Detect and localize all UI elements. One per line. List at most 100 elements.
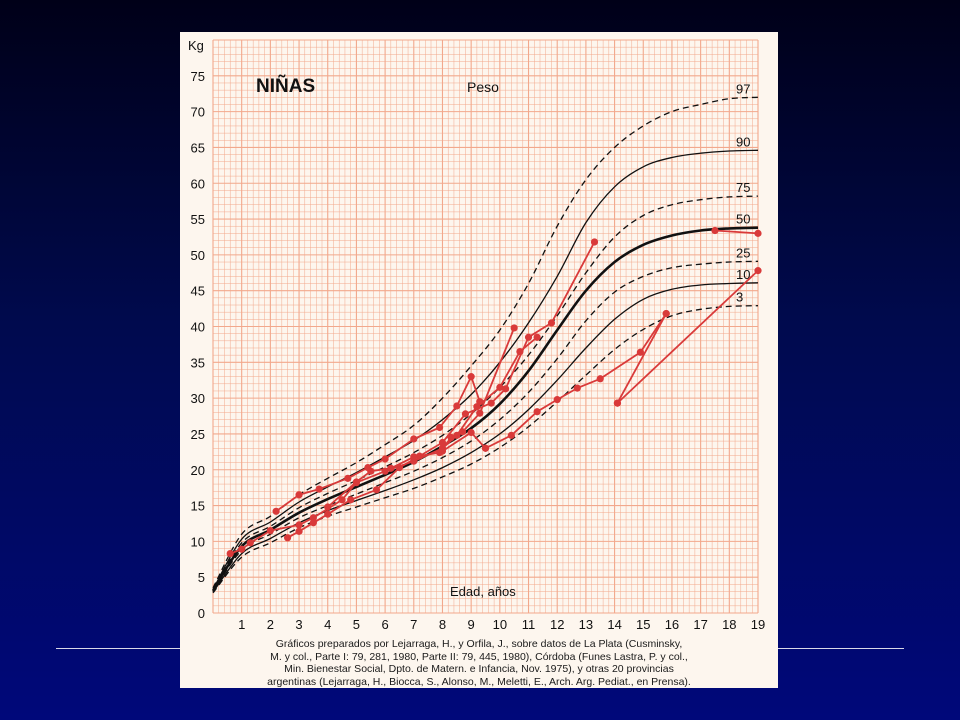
patient-point [447,433,455,442]
x-tick-label: 9 [468,617,475,632]
patient-point [510,324,518,332]
patient-point [662,310,670,318]
chart-title: NIÑAS [256,75,315,97]
x-tick-label: 12 [550,617,564,632]
patient-point [309,519,317,527]
patient-point [372,486,381,494]
y-tick-label: 0 [198,606,205,621]
x-tick-label: 19 [751,617,765,632]
x-tick-label: 10 [493,617,507,632]
patient-point [533,408,541,416]
caption-line: Gráficos preparados por Lejarraga, H., y… [275,638,683,650]
patient-point [324,503,332,511]
percentile-90-line [212,149,759,590]
y-tick-label: 55 [191,212,205,227]
patient-point [501,385,510,393]
percentile-label: 75 [736,180,750,195]
x-tick-label: 5 [353,617,360,632]
percentile-10-line [212,282,759,593]
patient-point [636,348,644,356]
patient-point [553,395,561,404]
caption-line: argentinas (Lejarraga, H., Biocca, S., A… [267,675,691,688]
x-tick-label: 1 [238,617,245,632]
patient-point [458,428,467,436]
patient-point [754,267,762,275]
y-tick-label: 20 [191,463,205,478]
y-tick-label: 75 [191,69,205,84]
patient-line [616,269,759,404]
patient-point [324,510,332,518]
y-tick-label: 70 [191,105,205,120]
patient-line [616,313,667,404]
x-axis-label: Edad, años [450,584,516,599]
x-tick-label: 13 [579,617,593,632]
patient-point [309,514,317,522]
patient-point [283,534,292,542]
y-tick-label: 40 [191,320,205,335]
patient-point [352,478,361,486]
patient-point [573,384,581,392]
patient-point [272,507,280,515]
y-axis-label: Kg [188,38,204,53]
patient-point [754,229,762,237]
y-tick-label: 45 [191,284,205,299]
patient-point [295,491,303,499]
patient-point [496,383,504,391]
x-tick-label: 3 [295,617,302,632]
y-tick-label: 10 [191,534,205,549]
patient-point [238,545,246,553]
patient-point [438,438,447,447]
x-tick-label: 14 [607,617,621,632]
x-tick-label: 11 [522,617,536,632]
y-tick-label: 25 [191,427,205,442]
patient-point [436,423,444,432]
y-tick-label: 30 [191,391,205,406]
patient-point [410,453,418,461]
patient-line [327,327,516,508]
percentile-label: 25 [736,245,750,260]
patient-point [226,549,234,558]
patient-point [381,455,389,463]
grid [212,39,759,614]
y-tick-label: 35 [191,355,205,370]
percentile-label: 50 [736,212,750,227]
patient-point [467,373,475,381]
percentile-label: 10 [736,267,750,282]
patient-point [338,496,346,504]
patient-point [481,444,490,452]
patient-point [711,226,719,235]
patient-point [547,319,556,327]
percentile-75-line [212,195,759,591]
patient-point [507,431,515,439]
patient-point [347,496,355,504]
x-tick-label: 2 [267,617,274,632]
patient-point [461,410,470,418]
y-tick-label: 65 [191,140,205,155]
percentile-label: 90 [736,134,750,149]
patient-point [367,467,375,475]
percentile-label: 3 [736,290,743,305]
patient-point [387,464,395,472]
growth-chart-panel: 97 90 75 50 25 10 3 0 5 10 15 20 25 30 35 40 45 50 55 60 65… [180,32,778,688]
patient-point [467,428,475,437]
patient-line [714,229,759,235]
patient-point [476,398,484,406]
chart-caption: Gráficos preparados por Lejarraga, H., y… [180,638,778,688]
patient-line [229,336,538,555]
patient-point [246,539,254,547]
patient-point [613,399,622,407]
x-tick-label: 15 [636,617,650,632]
x-tick-label: 16 [665,617,679,632]
x-tick-label: 18 [722,617,736,632]
patient-point [295,521,303,529]
patient-point [590,238,599,246]
patient-point [410,435,418,443]
percentile-label: 97 [736,81,750,96]
patient-point [266,527,274,535]
patient-point [438,447,447,455]
patient-point [596,375,604,383]
patient-point [533,333,541,341]
percentile-50-line [211,226,759,592]
patient-point [295,527,303,535]
